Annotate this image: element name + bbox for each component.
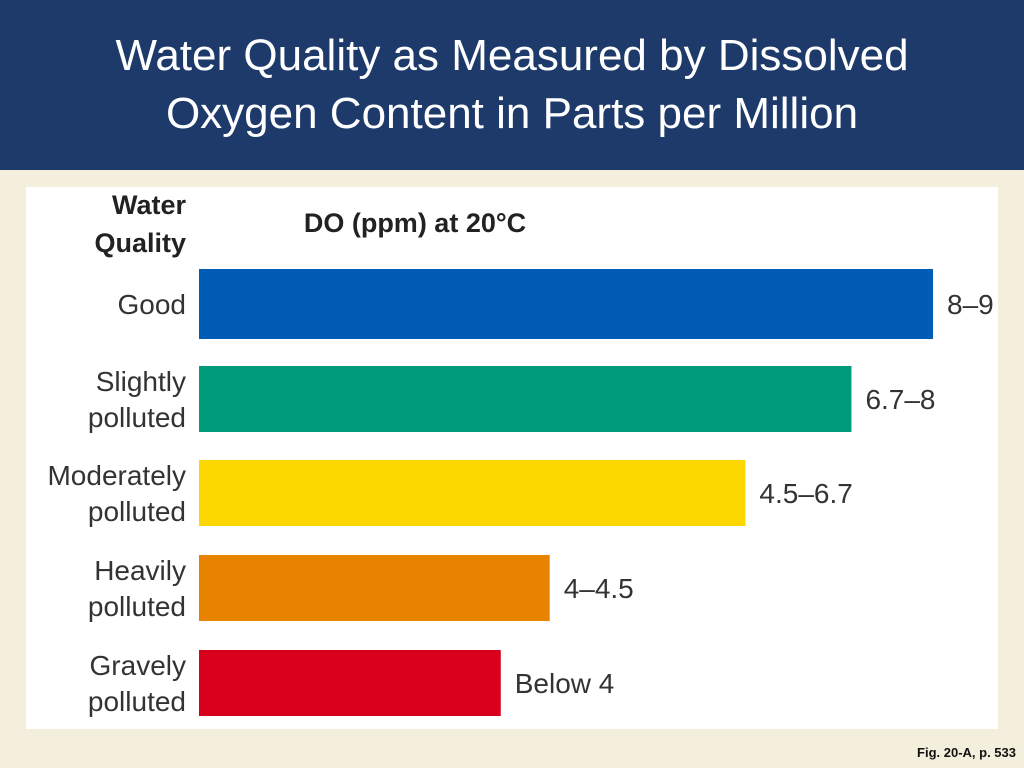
bar: [199, 460, 746, 526]
category-label: Heavily: [94, 555, 186, 586]
category-label: polluted: [88, 591, 186, 622]
value-axis-header: DO (ppm) at 20°C: [304, 208, 526, 238]
slide-title: Water Quality as Measured by Dissolved O…: [115, 31, 909, 138]
category-label: polluted: [88, 686, 186, 717]
bar-value-label: 6.7–8: [865, 384, 935, 415]
category-label: Slightly: [96, 366, 186, 397]
bar: [199, 650, 501, 716]
bar: [199, 269, 933, 339]
bar: [199, 366, 852, 432]
bar: [199, 555, 550, 621]
bar-value-label: 8–9: [947, 289, 994, 320]
title-band: Water Quality as Measured by Dissolved O…: [0, 0, 1024, 170]
bar-value-label: Below 4: [515, 668, 615, 699]
category-label: Good: [118, 289, 187, 320]
bar-value-label: 4.5–6.7: [759, 478, 852, 509]
category-label: polluted: [88, 402, 186, 433]
bar-value-label: 4–4.5: [564, 573, 634, 604]
figure-caption: Fig. 20-A, p. 533: [917, 745, 1016, 760]
category-label: Moderately: [47, 460, 186, 491]
category-label: Gravely: [90, 650, 186, 681]
category-header-line: Quality: [94, 228, 186, 258]
bar-chart: Water Quality DO (ppm) at 20°C Good 8–9 Sligh…: [47, 190, 994, 717]
category-header-line: Water: [112, 190, 187, 220]
category-label: polluted: [88, 496, 186, 527]
